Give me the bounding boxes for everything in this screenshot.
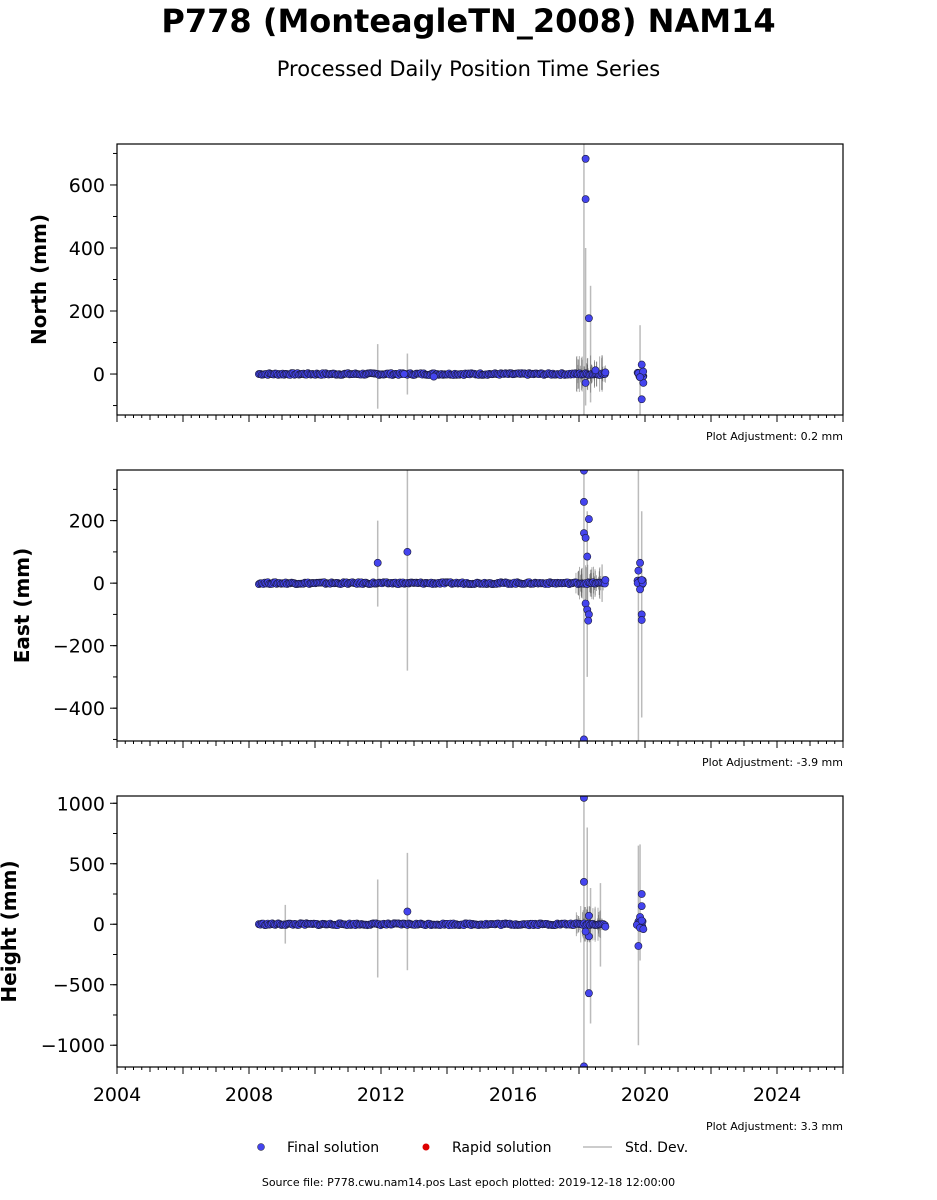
- y-tick-label: −500: [53, 975, 105, 997]
- plot-frame: [116, 795, 844, 1068]
- y-tick-label: 1000: [57, 793, 105, 815]
- y-tick-label: 0: [93, 914, 105, 936]
- data-point: [400, 370, 408, 378]
- data-point: [601, 576, 610, 584]
- x-tick-label: 2004: [93, 1084, 141, 1106]
- plot-adjustment-note: Plot Adjustment: -3.9 mm: [702, 756, 843, 769]
- data-point: [585, 515, 593, 523]
- y-tick-label: −1000: [41, 1035, 105, 1057]
- plot-area: [254, 470, 647, 741]
- plot-adjustment-note: Plot Adjustment: 3.3 mm: [706, 1120, 843, 1133]
- plot-frame: [116, 469, 844, 742]
- data-point: [580, 1062, 588, 1067]
- data-point: [637, 576, 646, 584]
- plot-area: [254, 796, 648, 1067]
- legend-final-marker: [257, 1143, 265, 1151]
- data-point: [429, 372, 438, 381]
- y-tick-label: 600: [69, 175, 105, 197]
- data-point: [585, 989, 593, 998]
- data-point: [585, 911, 593, 920]
- data-point: [373, 558, 382, 567]
- panel-height: 1000 500 0 −500 −1000 Height (mm) Plot Adjustm…: [0, 793, 844, 1133]
- x-tick-label: 2024: [753, 1084, 801, 1106]
- data-point: [636, 585, 644, 594]
- data-point: [634, 942, 643, 950]
- data-point: [637, 902, 646, 910]
- y-axis-label: Height (mm): [0, 860, 21, 1002]
- data-point: [581, 533, 590, 542]
- legend-rapid-label: Rapid solution: [452, 1140, 552, 1156]
- data-point: [636, 373, 644, 382]
- legend-final-label: Final solution: [287, 1140, 379, 1156]
- data-point: [637, 395, 646, 404]
- x-tick-label: 2020: [621, 1084, 669, 1106]
- panel-north: 0 200 400 600 North (mm) Plot Adjustment: 0.2…: [27, 143, 844, 443]
- plot-adjustment-note: Plot Adjustment: 0.2 mm: [706, 430, 843, 443]
- y-tick-label: 500: [69, 854, 105, 876]
- data-point: [581, 927, 590, 936]
- y-tick-label: 0: [93, 573, 105, 595]
- y-tick-label: 400: [69, 238, 105, 260]
- data-point: [583, 552, 592, 561]
- data-point: [636, 558, 644, 567]
- panel-east: 200 0 −200 −400 East (mm) Plot Adjustment: -3…: [10, 469, 844, 769]
- legend-rapid-marker: [422, 1143, 430, 1151]
- y-axis-label: East (mm): [10, 548, 34, 664]
- data-point: [591, 366, 600, 375]
- data-point: [580, 877, 588, 886]
- data-point: [580, 470, 588, 475]
- y-axis-label: North (mm): [27, 214, 51, 345]
- plot-area: [254, 144, 648, 415]
- data-point: [634, 566, 643, 575]
- data-point: [581, 378, 590, 387]
- y-tick-label: 0: [93, 364, 105, 386]
- data-point: [637, 916, 646, 925]
- data-point: [601, 922, 610, 931]
- y-tick-label: −400: [53, 698, 105, 720]
- data-point: [639, 925, 648, 933]
- data-point: [637, 616, 646, 624]
- data-point: [403, 547, 412, 556]
- data-point: [637, 360, 646, 369]
- legend: Final solution Rapid solution Std. Dev.: [257, 1140, 688, 1156]
- data-point: [601, 368, 610, 377]
- data-point: [581, 154, 590, 163]
- data-point: [581, 195, 590, 204]
- x-tick-label: 2016: [489, 1084, 537, 1106]
- y-tick-label: 200: [69, 511, 105, 533]
- data-point: [403, 907, 412, 916]
- y-tick-label: 200: [69, 301, 105, 323]
- data-point: [585, 314, 593, 323]
- chart-subtitle: Processed Daily Position Time Series: [276, 57, 661, 81]
- x-tick-label: 2012: [357, 1084, 405, 1106]
- data-point: [580, 735, 588, 741]
- source-footer: Source file: P778.cwu.nam14.pos Last epo…: [261, 1176, 676, 1189]
- y-tick-label: −200: [53, 636, 105, 658]
- data-point: [580, 796, 588, 802]
- x-tick-label: 2008: [225, 1084, 273, 1106]
- data-point: [637, 890, 646, 898]
- data-point: [584, 616, 593, 625]
- legend-stddev-label: Std. Dev.: [625, 1140, 688, 1156]
- chart-title: P778 (MonteagleTN_2008) NAM14: [161, 2, 776, 40]
- data-point: [580, 497, 588, 506]
